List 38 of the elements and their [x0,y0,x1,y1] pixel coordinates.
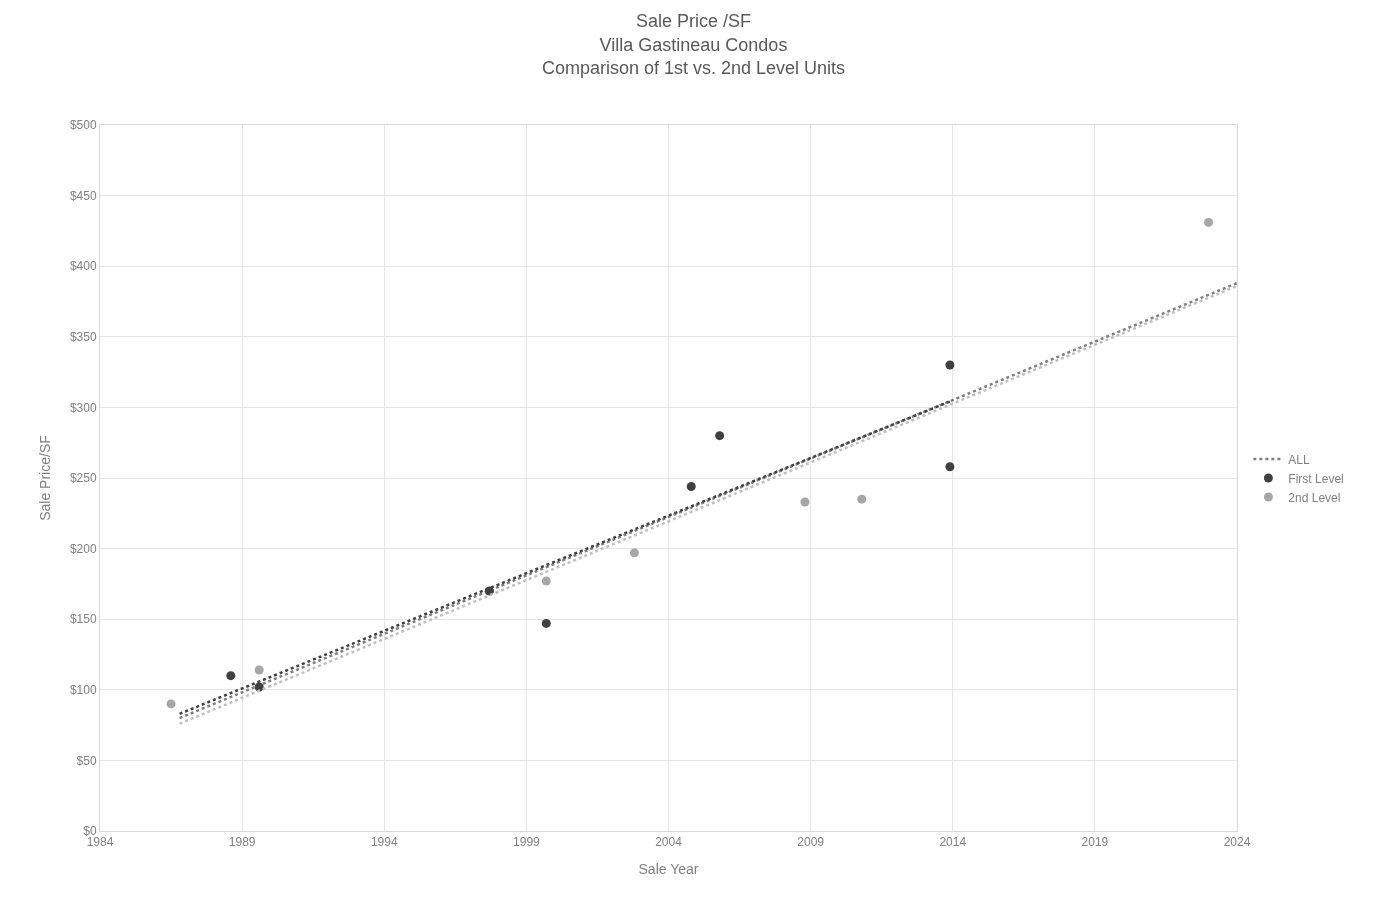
y-tick-label: $450 [69,188,97,203]
point [715,431,725,441]
y-tick-label: $400 [69,259,97,274]
point [541,618,551,628]
y-tick-label: $250 [69,471,97,486]
point [166,699,176,709]
x-tick-label: 2009 [797,835,825,850]
legend-label: 2nd Level [1288,490,1341,505]
x-tick-label: 2019 [1081,835,1109,850]
y-tick-label: $100 [69,683,97,697]
chart-title: Sale Price /SF [635,11,752,32]
y-tick-label: $50 [76,753,97,768]
point [945,462,955,472]
point [226,671,236,681]
chart-subtitle: Villa Gastineau Condos Comparison of 1st vs. 2nd Level Units [541,34,846,79]
point [945,360,955,370]
point [629,548,639,558]
x-tick-label: 2014 [939,835,967,850]
y-tick-label: $200 [69,541,97,556]
y-tick-label: $300 [69,400,97,415]
y-tick-label: $500 [69,118,97,133]
point [857,494,867,504]
point [800,497,810,507]
legend-label: First Level [1288,471,1344,486]
legend-label: ALL [1288,452,1311,467]
y-axis-title: Sale Price/SF [37,435,54,521]
x-tick-label: 2024 [1223,835,1251,850]
x-tick-label: 2004 [655,835,683,850]
x-axis-title: Sale Year [638,860,699,877]
x-tick-label: 1989 [228,835,256,850]
point [1204,217,1214,227]
point [686,481,696,491]
point [254,665,264,675]
y-tick-label: $350 [69,330,97,344]
x-tick-label: 1999 [513,835,541,850]
y-tick-label: $150 [69,612,97,627]
point [541,576,551,586]
x-tick-label: 1994 [370,835,398,850]
